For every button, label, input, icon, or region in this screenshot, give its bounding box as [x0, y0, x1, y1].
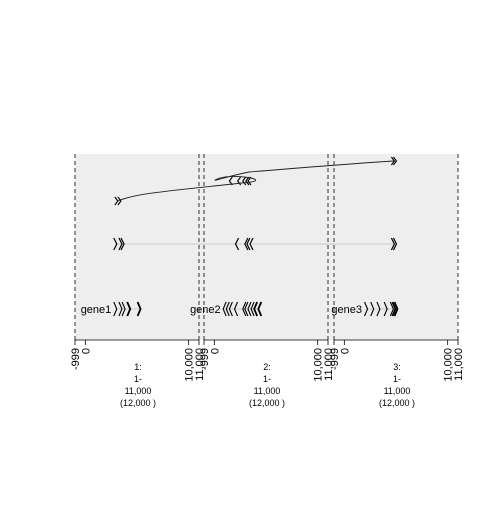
gene-arrow: [233, 301, 239, 317]
gene-label: gene3: [331, 304, 362, 316]
x-tick-label: 0: [339, 348, 351, 354]
top-track-curve: [117, 160, 394, 202]
gene-arrow: [383, 301, 388, 317]
gene-arrow: [244, 301, 249, 317]
mid-track-arrow: [246, 237, 251, 251]
x-tick-label: 11,000: [453, 348, 465, 381]
gene-arrow: [113, 301, 118, 317]
top-track-arrow: [393, 156, 398, 166]
plot-background: [75, 154, 458, 340]
x-tick-label: 10,000: [313, 348, 325, 382]
top-track-arrow: [117, 196, 122, 206]
top-track-arrow: [390, 156, 396, 166]
x-tick-label: -999: [199, 348, 211, 370]
top-track-arrow: [245, 176, 250, 186]
panel-caption-line: 1-: [393, 374, 401, 384]
gene-arrow: [121, 301, 126, 317]
panel-caption-line: 1-: [134, 374, 142, 384]
x-tick-label: -999: [70, 348, 82, 370]
gene-label: gene2: [190, 304, 221, 316]
panel-caption-line: 11,000: [384, 386, 411, 396]
mid-track-arrow: [390, 237, 396, 251]
mid-track-arrow: [392, 237, 398, 251]
mid-track-arrow: [118, 237, 123, 251]
x-tick-label: 10,000: [443, 348, 455, 382]
top-track-arrow: [247, 176, 252, 186]
panel-caption-line: 1:: [134, 362, 142, 372]
x-tick-label: -999: [329, 348, 341, 370]
gene-arrow: [389, 301, 394, 317]
mid-track-arrow: [113, 237, 118, 251]
gene-arrow: [228, 301, 233, 317]
panel-caption-line: 11,000: [125, 386, 152, 396]
x-tick-label: 11,000: [323, 348, 335, 381]
gene-arrow: [253, 301, 258, 317]
gene-arrow: [391, 301, 397, 317]
gene-arrow: [247, 301, 252, 317]
gene-arrow: [364, 301, 369, 317]
panel-caption-line: 1-: [263, 374, 271, 384]
mid-track-arrow: [244, 237, 249, 251]
gene-arrow: [257, 301, 263, 317]
gene-arrow: [393, 301, 399, 317]
panel-caption-line: (12,000 ): [379, 398, 415, 408]
gene-label: gene1: [81, 304, 112, 316]
x-tick-label: 0: [209, 348, 221, 354]
panel-caption-line: 3:: [393, 362, 401, 372]
mid-track-arrow: [234, 237, 240, 251]
x-tick-label: 10,000: [184, 348, 196, 382]
top-track-arrow: [242, 176, 247, 186]
gene-arrow: [126, 301, 132, 317]
mid-track-arrow: [249, 237, 254, 251]
panel-caption-line: 11,000: [254, 386, 281, 396]
gene-arrow: [376, 301, 381, 317]
gene-arrow: [222, 301, 227, 317]
x-tick-label: 11,000: [194, 348, 206, 381]
panel-caption-line: 2:: [263, 362, 271, 372]
gene-arrow: [242, 301, 247, 317]
x-tick-label: 0: [80, 348, 92, 354]
panel-caption-line: (12,000 ): [249, 398, 285, 408]
gene-arrow: [136, 301, 142, 317]
top-track-arrow: [228, 176, 233, 186]
gene-arrow: [118, 301, 123, 317]
panel-caption-line: (12,000 ): [120, 398, 156, 408]
gene-arrow: [250, 301, 255, 317]
gene-arrow: [370, 301, 375, 317]
gene-arrow: [225, 301, 230, 317]
mid-track-arrow: [120, 237, 125, 251]
